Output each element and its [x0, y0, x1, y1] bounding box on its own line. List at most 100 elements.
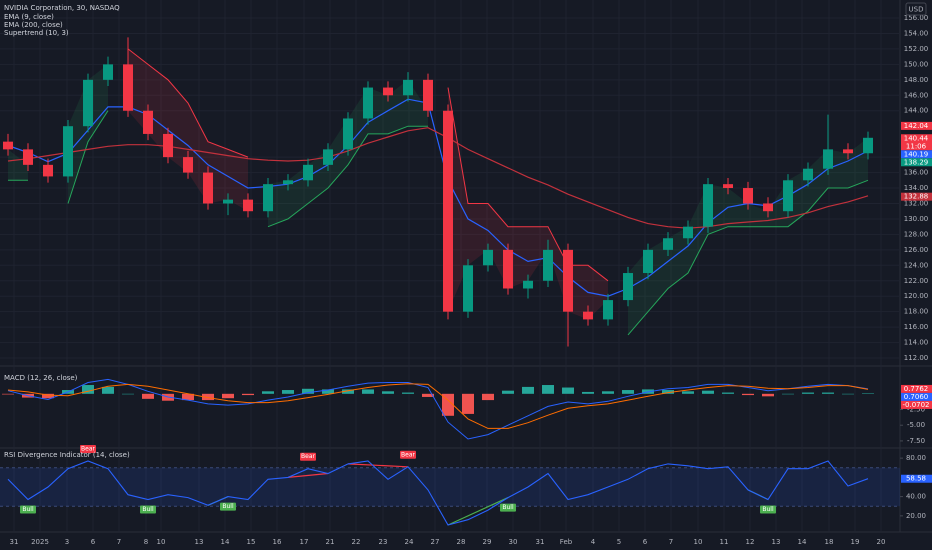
candle-body — [183, 157, 193, 173]
y-tick-label: 40.00 — [906, 493, 926, 501]
histogram-bar — [862, 393, 874, 394]
candle-body — [243, 199, 253, 212]
x-tick-label: 12 — [746, 538, 755, 546]
signal-marker — [140, 505, 156, 514]
histogram-bar — [262, 391, 274, 394]
candle-body — [303, 164, 313, 181]
candle-body — [83, 79, 93, 127]
y-tick-label: 20.00 — [906, 512, 926, 520]
histogram-bar — [82, 385, 94, 394]
candle-body — [143, 110, 153, 134]
candle-body — [463, 265, 473, 312]
histogram-bar — [382, 391, 394, 394]
candle-body — [3, 141, 13, 150]
signal-marker — [300, 452, 316, 461]
histogram-bar — [442, 393, 454, 416]
y-tick-label: 126.00 — [904, 246, 929, 254]
x-tick-label: 8 — [144, 538, 148, 546]
histogram-bar — [602, 391, 614, 394]
signal-label: Bull — [222, 503, 234, 510]
signal-label: Bull — [22, 506, 34, 513]
macd-title: MACD (12, 26, close) — [4, 374, 78, 382]
y-tick-label: -7.50 — [907, 437, 925, 445]
price-label-box — [901, 158, 932, 167]
histogram-bar — [822, 392, 834, 394]
candle-body — [103, 64, 113, 80]
price-label: 132.88 — [904, 193, 929, 201]
currency[interactable]: USD — [909, 6, 924, 14]
price-label: 142.04 — [904, 122, 929, 130]
price-label: 140.44 — [904, 134, 929, 142]
candle-body — [583, 311, 593, 320]
x-tick-label: 14 — [798, 538, 807, 546]
candle-body — [823, 149, 833, 169]
x-tick-label: 21 — [326, 538, 335, 546]
price-label-box — [901, 121, 932, 130]
price-label: 138.29 — [904, 158, 929, 166]
histogram-bar — [362, 389, 374, 394]
x-tick-label: 19 — [851, 538, 860, 546]
histogram-bar — [122, 393, 134, 395]
histogram-bar — [562, 387, 574, 394]
x-tick-label: 3 — [65, 538, 69, 546]
histogram-bar — [702, 390, 714, 394]
divergence-line — [447, 497, 509, 526]
y-tick-label: 118.00 — [904, 308, 929, 316]
macd-line — [7, 378, 869, 440]
price-label-box — [901, 134, 932, 151]
histogram-bar — [522, 386, 534, 394]
y-tick-label: 152.00 — [904, 45, 929, 53]
y-tick-label: 124.00 — [904, 261, 929, 269]
candle-body — [383, 87, 393, 96]
x-tick-label: 17 — [300, 538, 309, 546]
x-tick-label: 18 — [825, 538, 834, 546]
y-tick-label: 136.00 — [904, 169, 929, 177]
price-label: 0.7762 — [904, 385, 929, 393]
candle-body — [343, 118, 353, 150]
price-label: 140.19 — [904, 150, 929, 158]
candle-body — [203, 172, 213, 204]
candle-body — [63, 126, 73, 177]
candle-body — [43, 164, 53, 177]
price-label-box — [901, 474, 932, 483]
macd-line — [7, 383, 869, 429]
candle-body — [623, 273, 633, 301]
histogram-bar — [282, 390, 294, 394]
histogram-bar — [2, 393, 14, 395]
x-tick-label: 5 — [617, 538, 621, 546]
signal-marker — [80, 445, 96, 454]
candle-body — [503, 249, 513, 289]
histogram-bar — [102, 386, 114, 394]
currency-box[interactable] — [905, 2, 927, 16]
histogram-bar — [622, 390, 634, 394]
candle-body — [23, 149, 33, 165]
candle-body — [723, 184, 733, 189]
x-tick-label: Feb — [560, 538, 573, 546]
price-label: 0.7060 — [904, 393, 929, 401]
y-tick-label: 148.00 — [904, 76, 929, 84]
candle-body — [743, 188, 753, 204]
x-tick-label: 27 — [431, 538, 440, 546]
signal-label: Bull — [762, 506, 774, 513]
histogram-bar — [762, 393, 774, 397]
candle-body — [563, 249, 573, 312]
candle-body — [323, 149, 333, 165]
histogram-bar — [722, 392, 734, 394]
y-tick-label: 154.00 — [904, 29, 929, 37]
x-tick-label: 14 — [221, 538, 230, 546]
histogram-bar — [322, 389, 334, 394]
candle-body — [703, 184, 713, 227]
y-tick-label: 128.00 — [904, 230, 929, 238]
candle-body — [163, 133, 173, 158]
candle-body — [863, 137, 873, 154]
x-tick-label: 31 — [10, 538, 19, 546]
symbol-title: NVIDIA Corporation, 30, NASDAQ — [4, 4, 120, 12]
rsi-line — [7, 460, 869, 526]
y-tick-label: -5.00 — [907, 421, 925, 429]
x-tick-label: 29 — [483, 538, 492, 546]
histogram-bar — [782, 393, 794, 395]
candle-body — [423, 79, 433, 111]
candle-body — [783, 180, 793, 212]
